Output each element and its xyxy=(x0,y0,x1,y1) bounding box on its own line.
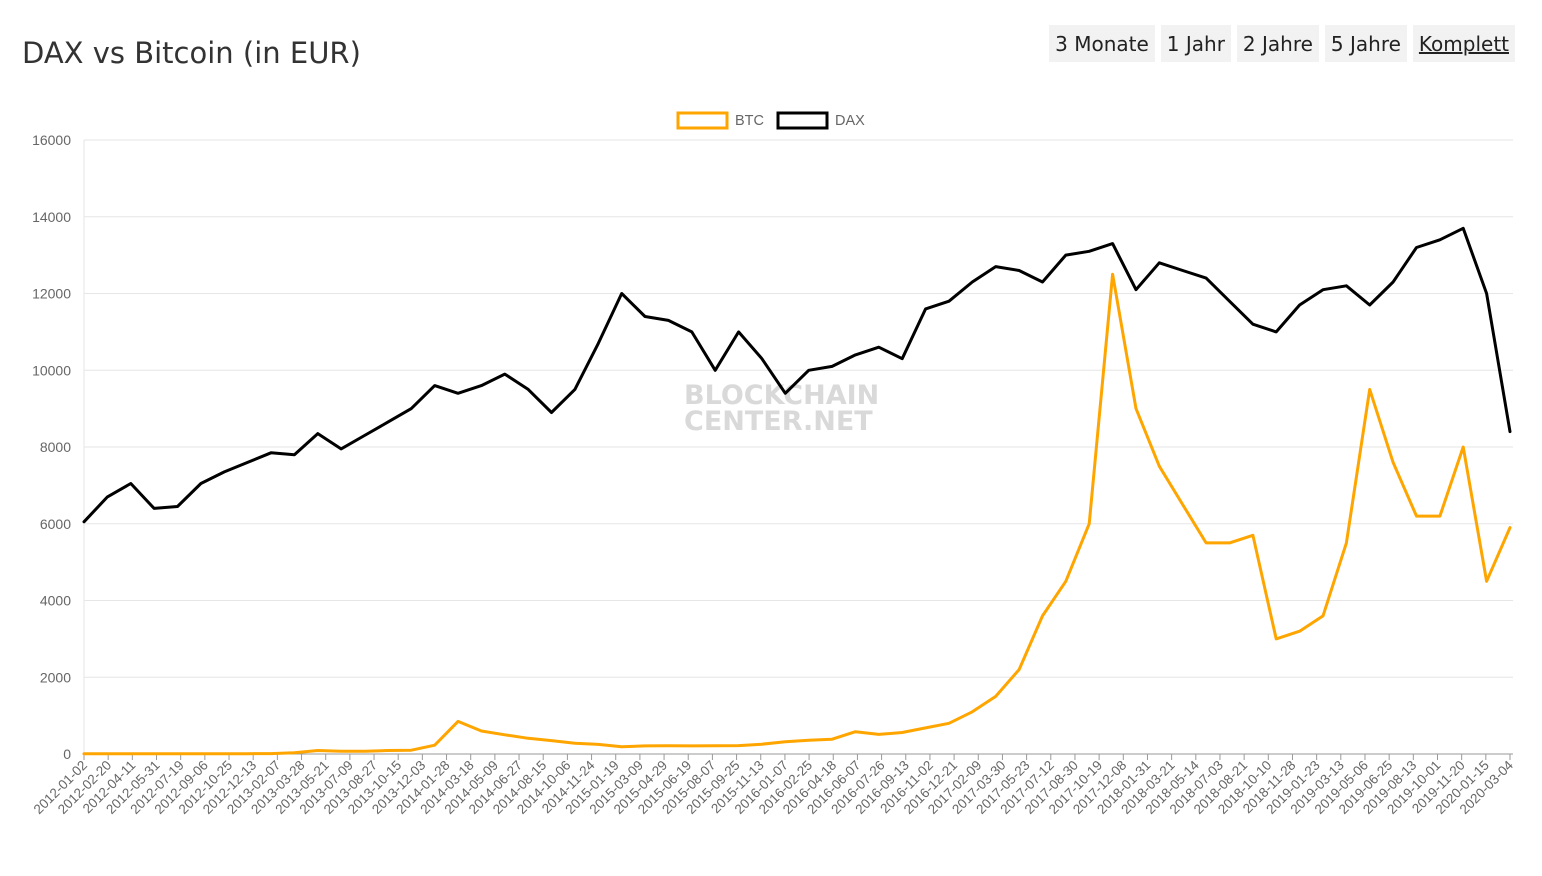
legend-label: DAX xyxy=(835,113,865,129)
y-tick-label: 10000 xyxy=(32,362,71,378)
y-tick-label: 12000 xyxy=(32,286,71,302)
legend-label: BTC xyxy=(735,113,764,129)
chart-legend: BTC DAX xyxy=(676,111,865,130)
series-line-btc xyxy=(82,272,1512,756)
range-button-complete[interactable]: Komplett xyxy=(1412,25,1515,62)
grid-lines xyxy=(83,139,1513,755)
y-tick-label: 2000 xyxy=(40,669,71,685)
chart-series xyxy=(82,226,1512,756)
y-axis-ticks: 0 2000 4000 6000 8000 10000 12000 14000 16000 xyxy=(32,132,71,762)
range-button-1-year[interactable]: 1 Jahr xyxy=(1160,25,1231,62)
watermark-line-1: BLOCKCHAIN xyxy=(684,380,879,411)
y-tick-label: 14000 xyxy=(32,209,71,225)
legend-swatch xyxy=(676,111,729,130)
y-tick-label: 6000 xyxy=(40,516,71,532)
watermark-line-2: CENTER.NET xyxy=(684,406,873,437)
y-tick-label: 0 xyxy=(63,746,71,762)
range-selector: 3 Monate 1 Jahr 2 Jahre 5 Jahre Komplett xyxy=(1049,25,1515,62)
watermark-logo: BLOCKCHAIN CENTER.NET xyxy=(684,380,879,437)
x-axis-ticks: 2012-01-022012-02-202012-04-112012-05-31… xyxy=(31,754,1516,817)
legend-swatch xyxy=(776,111,829,130)
y-tick-label: 4000 xyxy=(40,593,71,609)
range-button-5-years[interactable]: 5 Jahre xyxy=(1324,25,1407,62)
y-tick-label: 8000 xyxy=(40,439,71,455)
series-line-dax xyxy=(82,226,1512,524)
legend-item-dax[interactable]: DAX xyxy=(776,111,865,130)
range-button-2-years[interactable]: 2 Jahre xyxy=(1236,25,1319,62)
chart-title: DAX vs Bitcoin (in EUR) xyxy=(22,36,361,70)
legend-item-btc[interactable]: BTC xyxy=(676,111,764,130)
range-button-3-months[interactable]: 3 Monate xyxy=(1049,25,1155,62)
y-tick-label: 16000 xyxy=(32,132,71,148)
